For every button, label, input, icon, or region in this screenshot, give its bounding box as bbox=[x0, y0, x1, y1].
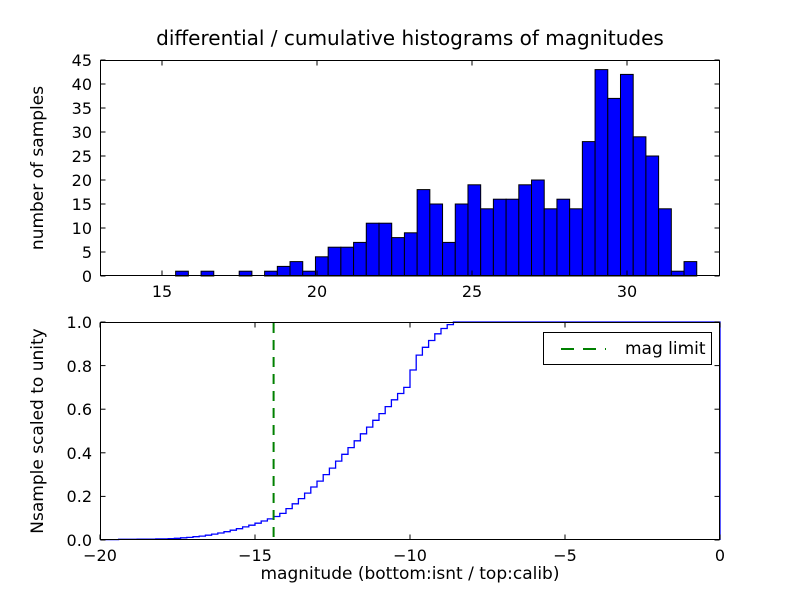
histogram-bar bbox=[658, 208, 672, 277]
y-tick-label: 5 bbox=[81, 243, 92, 262]
y-tick-label: 0.0 bbox=[66, 531, 92, 550]
histogram-bar bbox=[353, 241, 367, 277]
histogram-bar bbox=[276, 265, 291, 277]
histogram-bar bbox=[683, 261, 698, 277]
histogram-bar bbox=[645, 155, 660, 277]
x-tick-label: 0 bbox=[714, 546, 726, 565]
y-tick-label: 1.0 bbox=[66, 313, 92, 332]
y-tick-label: 0 bbox=[81, 267, 92, 286]
cumulative-histogram-axes bbox=[99, 321, 721, 541]
legend-box: mag limit bbox=[543, 332, 712, 365]
histogram-bar bbox=[365, 222, 380, 277]
histogram-bar bbox=[569, 208, 583, 277]
histogram-bar bbox=[327, 246, 342, 277]
y-tick-label: 10 bbox=[71, 219, 92, 238]
y-tick-label: 30 bbox=[71, 123, 92, 142]
differential-histogram-svg bbox=[100, 59, 720, 277]
y-tick-label: 40 bbox=[71, 75, 92, 94]
differential-histogram-axes bbox=[100, 59, 720, 277]
histogram-bar bbox=[607, 97, 621, 277]
cumulative-histogram-svg bbox=[99, 321, 721, 541]
x-tick-label: −15 bbox=[238, 546, 272, 565]
y-tick-label: 0.2 bbox=[66, 487, 92, 507]
y-tick-label: 0.6 bbox=[66, 400, 92, 420]
y-tick-label: 45 bbox=[71, 51, 92, 70]
x-tick-label: −5 bbox=[553, 546, 577, 565]
histogram-bar bbox=[391, 237, 405, 277]
y-tick-label: 0.8 bbox=[66, 356, 92, 376]
histogram-bar bbox=[416, 189, 431, 277]
histogram-bar bbox=[518, 184, 533, 277]
x-tick-label: 30 bbox=[616, 282, 638, 301]
figure-title: differential / cumulative histograms of … bbox=[156, 26, 664, 50]
bottom-y-axis-label: Nsample scaled to unity bbox=[28, 328, 48, 534]
histogram-bar bbox=[429, 203, 444, 277]
histogram-bar bbox=[492, 198, 507, 277]
histogram-bar bbox=[480, 208, 494, 277]
histogram-bar bbox=[403, 232, 418, 277]
histogram-bar bbox=[543, 208, 558, 277]
x-tick-label: −20 bbox=[83, 546, 117, 565]
histogram-bar bbox=[619, 73, 634, 277]
legend-label: mag limit bbox=[625, 338, 706, 359]
histogram-bar bbox=[340, 246, 355, 277]
histogram-bar bbox=[531, 179, 545, 277]
x-tick-label: 25 bbox=[461, 282, 483, 301]
y-tick-label: 35 bbox=[71, 99, 92, 118]
histogram-bar bbox=[632, 136, 647, 277]
histogram-bar bbox=[594, 69, 609, 277]
legend-dashed-line-sample bbox=[561, 347, 606, 350]
x-tick-label: −10 bbox=[393, 546, 427, 565]
axes-frame bbox=[100, 322, 720, 540]
histogram-bar bbox=[442, 241, 456, 277]
histogram-bar bbox=[556, 198, 571, 277]
axes-frame bbox=[100, 60, 720, 276]
x-tick-label: 20 bbox=[306, 282, 328, 301]
y-tick-label: 20 bbox=[71, 171, 92, 190]
y-tick-label: 15 bbox=[71, 195, 92, 214]
histogram-bar bbox=[505, 198, 520, 277]
top-y-axis-label: number of samples bbox=[28, 85, 48, 251]
histogram-bar bbox=[378, 222, 393, 277]
y-tick-label: 0.4 bbox=[66, 443, 92, 463]
histogram-bar bbox=[454, 203, 469, 277]
x-tick-label: 15 bbox=[151, 282, 173, 301]
cumulative-step-curve bbox=[100, 321, 721, 541]
bottom-x-axis-label: magnitude (bottom:isnt / top:calib) bbox=[260, 564, 560, 584]
histogram-bar bbox=[289, 261, 304, 277]
histogram-bar bbox=[467, 184, 482, 277]
histogram-bar bbox=[581, 141, 596, 277]
y-tick-label: 25 bbox=[71, 147, 92, 166]
